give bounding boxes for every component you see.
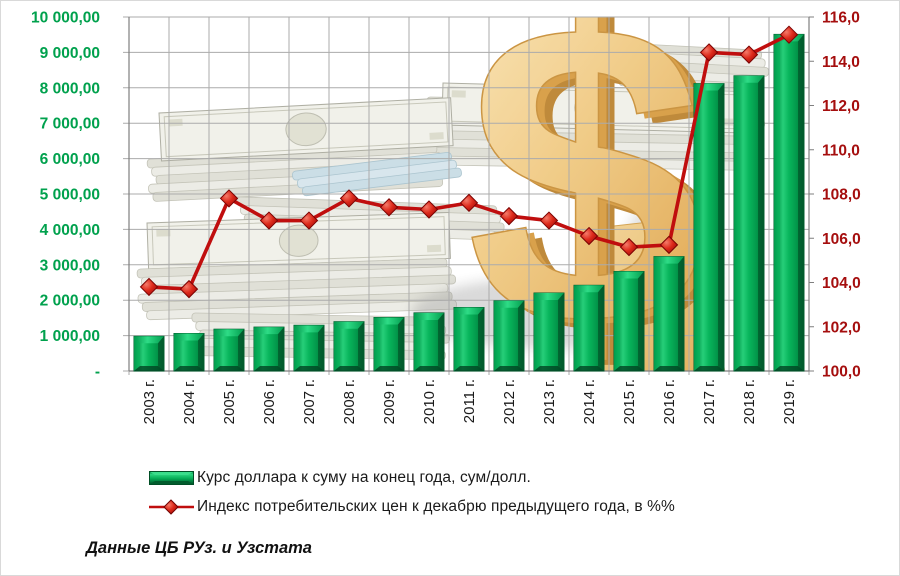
cpi-marker-2012 [499, 206, 519, 226]
left-axis-tick-label: 9 000,00 [40, 45, 100, 62]
left-axis-tick-label: 8 000,00 [40, 80, 100, 97]
category-label: 2019 г. [781, 379, 798, 424]
cpi-marker-2006 [259, 211, 279, 230]
left-axis-tick-label: 3 000,00 [40, 257, 100, 274]
cpi-marker-2009 [379, 198, 399, 217]
bar-2010 [413, 312, 445, 372]
bar-2011 [453, 307, 485, 372]
category-label: 2016 г. [661, 379, 678, 424]
left-axis-labels: 10 000,00 9 000,00 8 000,00 7 000,00 6 000,0… [31, 10, 100, 381]
bar-2019 [773, 33, 805, 372]
left-axis-tick-label: 6 000,00 [40, 151, 100, 168]
bar-series [133, 33, 805, 372]
left-axis-tick-label: - [95, 364, 100, 381]
category-label: 2018 г. [741, 379, 758, 424]
bar-2017 [693, 83, 725, 372]
chart-canvas: $ $ $ [31, 10, 861, 425]
right-axis-tick-label: 114,0 [822, 54, 860, 71]
bar-2006 [253, 326, 285, 372]
right-axis-tick-label: 102,0 [822, 319, 861, 336]
cpi-marker-2008 [339, 189, 359, 208]
category-label: 2011 г. [461, 379, 478, 423]
category-label: 2008 г. [341, 379, 358, 424]
category-label: 2017 г. [701, 379, 718, 424]
legend-label-line-series: Индекс потребительских цен к декабрю пре… [197, 498, 675, 515]
bar-2018 [733, 75, 765, 372]
bar-2005 [213, 328, 245, 372]
bar-2009 [373, 317, 405, 372]
bar-2015 [613, 271, 645, 372]
cpi-marker-2017 [699, 43, 719, 62]
category-label: 2006 г. [261, 379, 278, 424]
right-axis-labels: 116,0 114,0 112,0 110,0 108,0 106,0 104,0 102,0… [822, 10, 861, 381]
cpi-marker-2016 [659, 235, 679, 255]
category-label: 2007 г. [301, 379, 318, 424]
bar-2003 [133, 335, 165, 372]
category-label: 2012 г. [501, 379, 518, 424]
cpi-marker-2004 [179, 279, 199, 299]
bar-2004 [173, 333, 205, 372]
left-axis-tick-label: 10 000,00 [31, 10, 100, 27]
cpi-marker-2005 [219, 189, 239, 208]
legend: Курс доллара к суму на конец года, сум/д… [149, 469, 675, 516]
legend-label-bar-series: Курс доллара к суму на конец года, сум/д… [197, 469, 531, 486]
category-label: 2013 г. [541, 379, 558, 424]
blue-banknote-stack [292, 151, 462, 197]
category-label: 2003 г. [141, 379, 158, 424]
cpi-marker-2010 [419, 200, 439, 219]
cpi-marker-2018 [739, 45, 759, 64]
right-axis-tick-label: 104,0 [822, 275, 861, 292]
bar-2014 [573, 284, 605, 372]
legend-item-bar-series: Курс доллара к суму на конец года, сум/д… [149, 469, 675, 487]
category-label: 2015 г. [621, 379, 638, 424]
left-axis-tick-label: 7 000,00 [40, 116, 100, 133]
right-axis-tick-label: 110,0 [822, 142, 860, 159]
right-axis-tick-label: 112,0 [822, 98, 860, 115]
category-label: 2014 г. [581, 379, 598, 424]
category-label: 2010 г. [421, 379, 438, 424]
category-label: 2009 г. [381, 379, 398, 424]
right-axis-tick-label: 100,0 [822, 364, 861, 381]
left-axis-tick-label: 5 000,00 [40, 187, 100, 204]
left-axis-tick-label: 1 000,00 [40, 328, 100, 345]
cpi-marker-2013 [539, 211, 559, 230]
legend-item-line-series: Индекс потребительских цен к декабрю пре… [149, 498, 675, 516]
right-axis-tick-label: 116,0 [822, 10, 860, 27]
bar-series-swatch-icon [149, 470, 194, 486]
bar-2008 [333, 321, 365, 372]
bar-2013 [533, 292, 565, 372]
cpi-marker-2007 [299, 211, 319, 230]
category-label: 2005 г. [221, 379, 238, 424]
chart-area: $ $ $ [1, 1, 899, 461]
category-axis-labels: 2003 г. 2004 г. 2005 г. 2006 г. 2007 г. 2008 … [141, 379, 798, 424]
left-axis-tick-label: 2 000,00 [40, 293, 100, 310]
bar-2016 [653, 256, 685, 372]
cpi-marker-2019 [779, 25, 799, 44]
cpi-marker-2003 [139, 277, 159, 297]
cpi-marker-2011 [459, 193, 479, 213]
right-axis-ticks [809, 16, 814, 372]
source-note: Данные ЦБ РУз. и Узстата [86, 539, 312, 557]
cpi-marker-2014 [579, 226, 599, 246]
right-axis-tick-label: 106,0 [822, 231, 861, 248]
line-series-swatch-icon [149, 499, 194, 515]
right-axis-tick-label: 108,0 [822, 187, 861, 204]
banknote-face [158, 97, 454, 162]
category-label: 2004 г. [181, 379, 198, 424]
left-axis-tick-label: 4 000,00 [40, 222, 100, 239]
bar-2007 [293, 324, 325, 372]
cpi-marker-2015 [619, 237, 639, 257]
cpi-markers [139, 25, 799, 299]
bar-2012 [493, 300, 525, 372]
